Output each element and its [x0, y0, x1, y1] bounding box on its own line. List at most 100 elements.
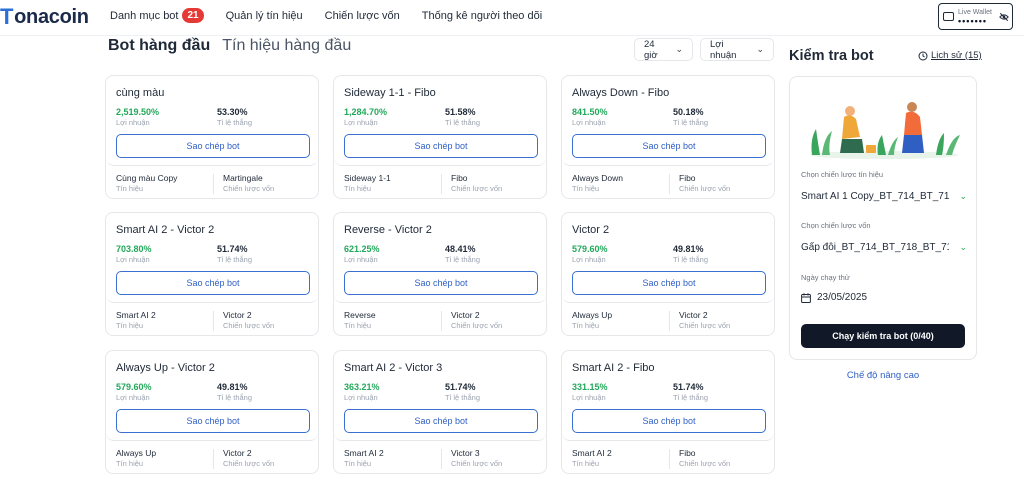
- capital-info: Victor 2 Chiến lược vốn: [679, 310, 730, 330]
- bot-card[interactable]: Smart AI 2 - Victor 2 703.80% Lợi nhuận 51.…: [105, 212, 319, 336]
- capital-info: Victor 3 Chiến lược vốn: [451, 448, 502, 468]
- tab-top-signals[interactable]: Tín hiệu hàng đầu: [222, 37, 352, 54]
- copy-bot-button[interactable]: Sao chép bot: [572, 134, 766, 158]
- profit-label: Lợi nhuận: [116, 255, 150, 264]
- bot-card[interactable]: Smart AI 2 - Fibo 331.15% Lợi nhuận 51.74% T…: [561, 350, 775, 474]
- capital-value: Fibo: [451, 173, 468, 183]
- period-select[interactable]: 24 giờ ⌄: [634, 38, 693, 61]
- signal-strategy-select[interactable]: Smart AI 1 Copy_BT_714_BT_718_BT ⌄: [801, 189, 967, 203]
- test-date-picker[interactable]: 23/05/2025: [801, 292, 867, 303]
- nav-bot-catalog-label: Danh mục bot: [110, 9, 179, 22]
- profit-label: Lợi nhuận: [116, 118, 150, 127]
- signal-strategy-label: Chọn chiến lược tín hiệu: [801, 170, 884, 179]
- nav-signal-management[interactable]: Quản lý tín hiệu: [225, 9, 303, 22]
- signal-label: Tín hiệu: [116, 321, 144, 330]
- capital-strategy-label: Chọn chiến lược vốn: [801, 221, 871, 230]
- divider: [669, 449, 670, 469]
- winrate-label: Tỉ lệ thắng: [673, 118, 709, 127]
- signal-value: Reverse: [344, 310, 376, 320]
- copy-bot-button[interactable]: Sao chép bot: [344, 134, 538, 158]
- winrate-label: Tỉ lệ thắng: [217, 118, 253, 127]
- bot-card-title: Always Down - Fibo: [572, 87, 670, 99]
- nav-capital-strategy[interactable]: Chiến lược vốn: [324, 9, 400, 22]
- tonacoin-logo[interactable]: T onacoin: [0, 4, 89, 29]
- calendar-icon: [801, 292, 811, 303]
- capital-value: Victor 2: [451, 310, 480, 320]
- check-bot-panel: [789, 76, 977, 360]
- capital-label: Chiến lược vốn: [679, 321, 731, 330]
- history-link[interactable]: Lịch sử (15): [918, 50, 982, 61]
- run-bot-test-button[interactable]: Chạy kiểm tra bot (0/40): [801, 324, 965, 348]
- capital-value: Victor 2: [679, 310, 708, 320]
- signal-label: Tín hiệu: [344, 459, 372, 468]
- nav-follower-stats[interactable]: Thống kê người theo dõi: [421, 9, 543, 22]
- winrate-label: Tỉ lệ thắng: [445, 255, 481, 264]
- history-icon: [918, 51, 928, 60]
- profit-value: 1,284.70%: [344, 107, 388, 117]
- test-date-label: Ngày chạy thử: [801, 273, 850, 282]
- bot-card-title: Sideway 1-1 - Fibo: [344, 87, 436, 99]
- copy-bot-button[interactable]: Sao chép bot: [572, 271, 766, 295]
- divider: [441, 311, 442, 331]
- signal-info: Always Up Tín hiệu: [116, 448, 156, 468]
- capital-label: Chiến lược vốn: [223, 184, 275, 193]
- tab-top-bots[interactable]: Bot hàng đầu: [108, 37, 211, 54]
- winrate-stat: 50.18% Tỉ lệ thắng: [673, 107, 708, 127]
- bot-card-body: cùng màu 2,519.50% Lợi nhuận 53.30% Tỉ lệ th…: [106, 76, 318, 166]
- copy-bot-button[interactable]: Sao chép bot: [572, 409, 766, 433]
- profit-value: 841.50%: [572, 107, 608, 117]
- bot-card[interactable]: Always Up - Victor 2 579.60% Lợi nhuận 49.8…: [105, 350, 319, 474]
- bot-card[interactable]: Reverse - Victor 2 621.25% Lợi nhuận 48.41%…: [333, 212, 547, 336]
- copy-bot-button[interactable]: Sao chép bot: [116, 409, 310, 433]
- capital-value: Fibo: [679, 173, 696, 183]
- wallet-balance-hidden: •••••••: [958, 15, 988, 26]
- winrate-label: Tỉ lệ thắng: [673, 255, 709, 264]
- capital-strategy-select[interactable]: Gấp đôi_BT_714_BT_718_BT_719 ⌄: [801, 240, 967, 254]
- signal-value: Sideway 1-1: [344, 173, 391, 183]
- signal-value: Always Down: [572, 173, 624, 183]
- bot-card[interactable]: Always Down - Fibo 841.50% Lợi nhuận 50.18%…: [561, 75, 775, 199]
- capital-value: Fibo: [679, 448, 696, 458]
- wallet-icon: [943, 12, 954, 21]
- capital-value: Victor 3: [451, 448, 480, 458]
- signal-info: Reverse Tín hiệu: [344, 310, 376, 330]
- profit-stat: 363.21% Lợi nhuận: [344, 382, 380, 402]
- profit-label: Lợi nhuận: [344, 393, 378, 402]
- bot-card[interactable]: Victor 2 579.60% Lợi nhuận 49.81% Tỉ lệ thắn…: [561, 212, 775, 336]
- signal-info: Smart AI 2 Tín hiệu: [572, 448, 612, 468]
- period-select-value: 24 giờ: [644, 38, 658, 61]
- nav-bot-catalog[interactable]: Danh mục bot 21: [110, 8, 204, 23]
- live-wallet-widget[interactable]: Live Wallet •••••••: [938, 3, 1013, 30]
- signal-label: Tín hiệu: [344, 184, 372, 193]
- signal-value: Cùng màu Copy: [116, 173, 178, 183]
- winrate-label: Tỉ lệ thắng: [217, 255, 253, 264]
- signal-value: Always Up: [572, 310, 613, 320]
- check-bot-title: Kiểm tra bot: [789, 48, 874, 64]
- bot-card-body: Sideway 1-1 - Fibo 1,284.70% Lợi nhuận 51.5…: [334, 76, 546, 166]
- winrate-stat: 49.81% Tỉ lệ thắng: [217, 382, 252, 402]
- winrate-stat: 51.74% Tỉ lệ thắng: [673, 382, 708, 402]
- winrate-stat: 51.58% Tỉ lệ thắng: [445, 107, 480, 127]
- divider: [441, 174, 442, 194]
- signal-info: Smart AI 2 Tín hiệu: [116, 310, 156, 330]
- copy-bot-button[interactable]: Sao chép bot: [344, 271, 538, 295]
- bot-card[interactable]: Smart AI 2 - Victor 3 363.21% Lợi nhuận 51.…: [333, 350, 547, 474]
- signal-value: Smart AI 2: [572, 448, 612, 458]
- test-date-value: 23/05/2025: [817, 292, 868, 303]
- signal-info: Sideway 1-1 Tín hiệu: [344, 173, 391, 193]
- signal-value: Smart AI 2: [116, 310, 156, 320]
- copy-bot-button[interactable]: Sao chép bot: [116, 134, 310, 158]
- bot-card[interactable]: cùng màu 2,519.50% Lợi nhuận 53.30% Tỉ lệ th…: [105, 75, 319, 199]
- profit-label: Lợi nhuận: [572, 118, 606, 127]
- copy-bot-button[interactable]: Sao chép bot: [344, 409, 538, 433]
- profit-value: 331.15%: [572, 382, 608, 392]
- capital-info: Fibo Chiến lược vốn: [679, 448, 730, 468]
- copy-bot-button[interactable]: Sao chép bot: [116, 271, 310, 295]
- capital-info: Fibo Chiến lược vốn: [679, 173, 730, 193]
- eye-off-icon[interactable]: [999, 12, 1009, 22]
- bot-card[interactable]: Sideway 1-1 - Fibo 1,284.70% Lợi nhuận 51.5…: [333, 75, 547, 199]
- sort-select[interactable]: Lợi nhuận ⌄: [700, 38, 774, 61]
- signal-info: Smart AI 2 Tín hiệu: [344, 448, 384, 468]
- advanced-mode-link[interactable]: Chế độ nâng cao: [846, 370, 920, 381]
- bot-card-title: Victor 2: [572, 224, 610, 236]
